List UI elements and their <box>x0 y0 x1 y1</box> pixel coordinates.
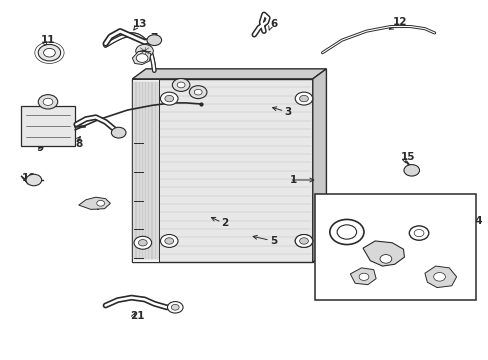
Text: 14: 14 <box>468 216 483 226</box>
Text: 7: 7 <box>150 33 158 43</box>
Circle shape <box>433 273 445 281</box>
Text: 2: 2 <box>221 218 228 228</box>
Text: 6: 6 <box>269 19 277 29</box>
Circle shape <box>160 92 178 105</box>
Polygon shape <box>312 69 326 262</box>
Text: 13: 13 <box>132 19 146 29</box>
Polygon shape <box>424 266 456 288</box>
Circle shape <box>38 95 58 109</box>
Circle shape <box>167 302 183 313</box>
Circle shape <box>413 229 423 237</box>
Polygon shape <box>79 197 110 210</box>
Polygon shape <box>349 268 375 285</box>
Circle shape <box>329 220 363 244</box>
Text: 4: 4 <box>92 202 99 212</box>
Circle shape <box>379 255 391 263</box>
Text: 19: 19 <box>356 277 370 287</box>
Text: 11: 11 <box>41 35 56 45</box>
Text: 9: 9 <box>36 143 43 153</box>
Circle shape <box>336 225 356 239</box>
Circle shape <box>43 98 53 105</box>
Circle shape <box>171 305 179 310</box>
Circle shape <box>136 54 148 62</box>
Circle shape <box>26 174 41 186</box>
Circle shape <box>295 234 312 247</box>
Text: 18: 18 <box>412 225 427 235</box>
Text: 8: 8 <box>75 139 82 149</box>
Polygon shape <box>132 50 151 64</box>
Text: 3: 3 <box>284 107 291 117</box>
Circle shape <box>189 86 206 99</box>
Circle shape <box>43 48 55 57</box>
Text: 1: 1 <box>289 175 296 185</box>
Circle shape <box>164 238 173 244</box>
Polygon shape <box>132 69 326 79</box>
Circle shape <box>134 236 151 249</box>
Circle shape <box>194 89 202 95</box>
Polygon shape <box>132 79 158 262</box>
Bar <box>315 194 475 300</box>
Circle shape <box>136 44 153 57</box>
Circle shape <box>111 127 126 138</box>
Circle shape <box>299 238 308 244</box>
Circle shape <box>358 273 368 280</box>
Circle shape <box>97 201 104 206</box>
Circle shape <box>147 35 161 45</box>
Text: 20: 20 <box>444 281 458 291</box>
Circle shape <box>38 44 61 61</box>
Polygon shape <box>362 241 404 266</box>
Circle shape <box>403 165 419 176</box>
Text: 17: 17 <box>370 250 385 260</box>
Circle shape <box>177 82 184 88</box>
Text: 12: 12 <box>392 17 407 27</box>
Circle shape <box>299 95 308 102</box>
Circle shape <box>138 239 147 246</box>
Circle shape <box>295 234 312 247</box>
Circle shape <box>164 95 173 102</box>
Circle shape <box>160 234 178 247</box>
Text: 15: 15 <box>400 152 414 162</box>
Text: 10: 10 <box>21 173 36 183</box>
Bar <box>21 107 75 146</box>
Text: 5: 5 <box>269 236 277 246</box>
Circle shape <box>408 226 428 240</box>
Polygon shape <box>132 79 312 262</box>
Text: 16: 16 <box>342 225 356 235</box>
Text: 21: 21 <box>130 311 144 321</box>
Circle shape <box>295 92 312 105</box>
Circle shape <box>172 78 189 91</box>
